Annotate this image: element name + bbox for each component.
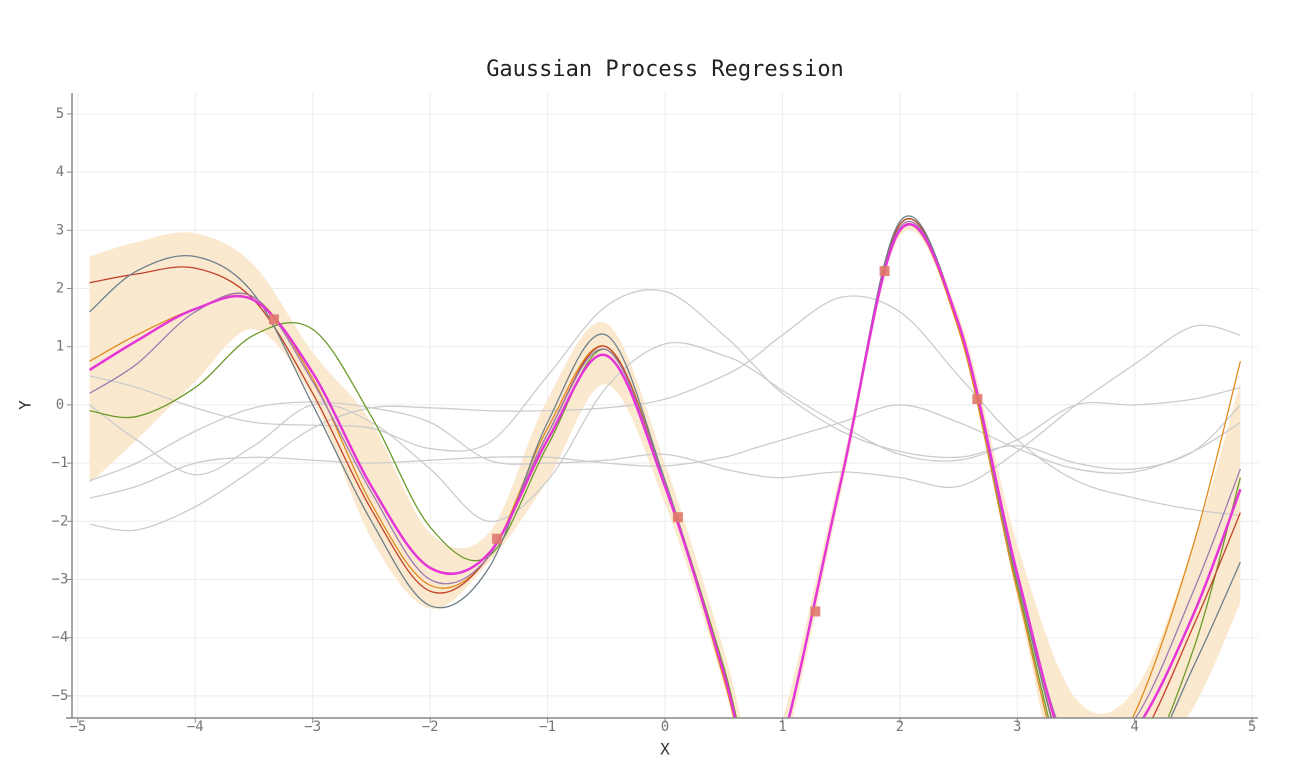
y-tick-label: −5 [52,688,69,704]
training-point [879,266,890,277]
y-tick-label: −4 [52,630,69,646]
chart-title: Gaussian Process Regression [486,57,844,82]
training-point [810,606,821,617]
training-point [492,533,503,544]
sample-line [89,289,1241,471]
training-point [972,394,983,405]
y-tick-label: 4 [56,164,64,180]
sample-line [89,217,1242,718]
y-axis-label: Y [16,400,35,410]
axes: −5 −4 −3 −2 −1 0 1 2 3 4 5 −5 −4 −3 −2 −1 0 1 2 3 4 5 [52,93,1258,735]
y-tick-label: 2 [56,281,64,297]
y-tick-label: −1 [52,455,69,471]
y-tick-label: 0 [56,397,64,413]
grid [72,93,1258,718]
sample-line [89,224,1242,718]
x-tick-label: 3 [1013,719,1021,735]
sample-line [89,324,1241,489]
x-tick-label: −5 [69,719,86,735]
y-tick-label: −3 [52,571,69,587]
y-tick-label: 3 [56,222,64,238]
x-tick-label: −4 [187,719,204,735]
confidence-band [89,221,1241,718]
x-tick-label: −2 [422,719,439,735]
sample-line [88,222,1242,718]
plot-area [88,215,1242,718]
sample-line [89,341,1241,522]
x-tick-label: −1 [539,719,556,735]
x-tick-label: 1 [778,719,786,735]
x-tick-label: 5 [1248,719,1256,735]
x-tick-label: −3 [304,719,321,735]
sample-line [89,295,1241,532]
training-point [268,314,279,325]
x-tick-label: 4 [1130,719,1138,735]
x-axis-label: X [660,740,670,759]
x-tick-label: 2 [896,719,904,735]
y-tick-label: 1 [56,339,64,355]
x-tick-label: 0 [661,719,669,735]
y-tick-label: 5 [56,106,64,122]
training-point [672,512,683,523]
y-tick-label: −2 [52,513,69,529]
